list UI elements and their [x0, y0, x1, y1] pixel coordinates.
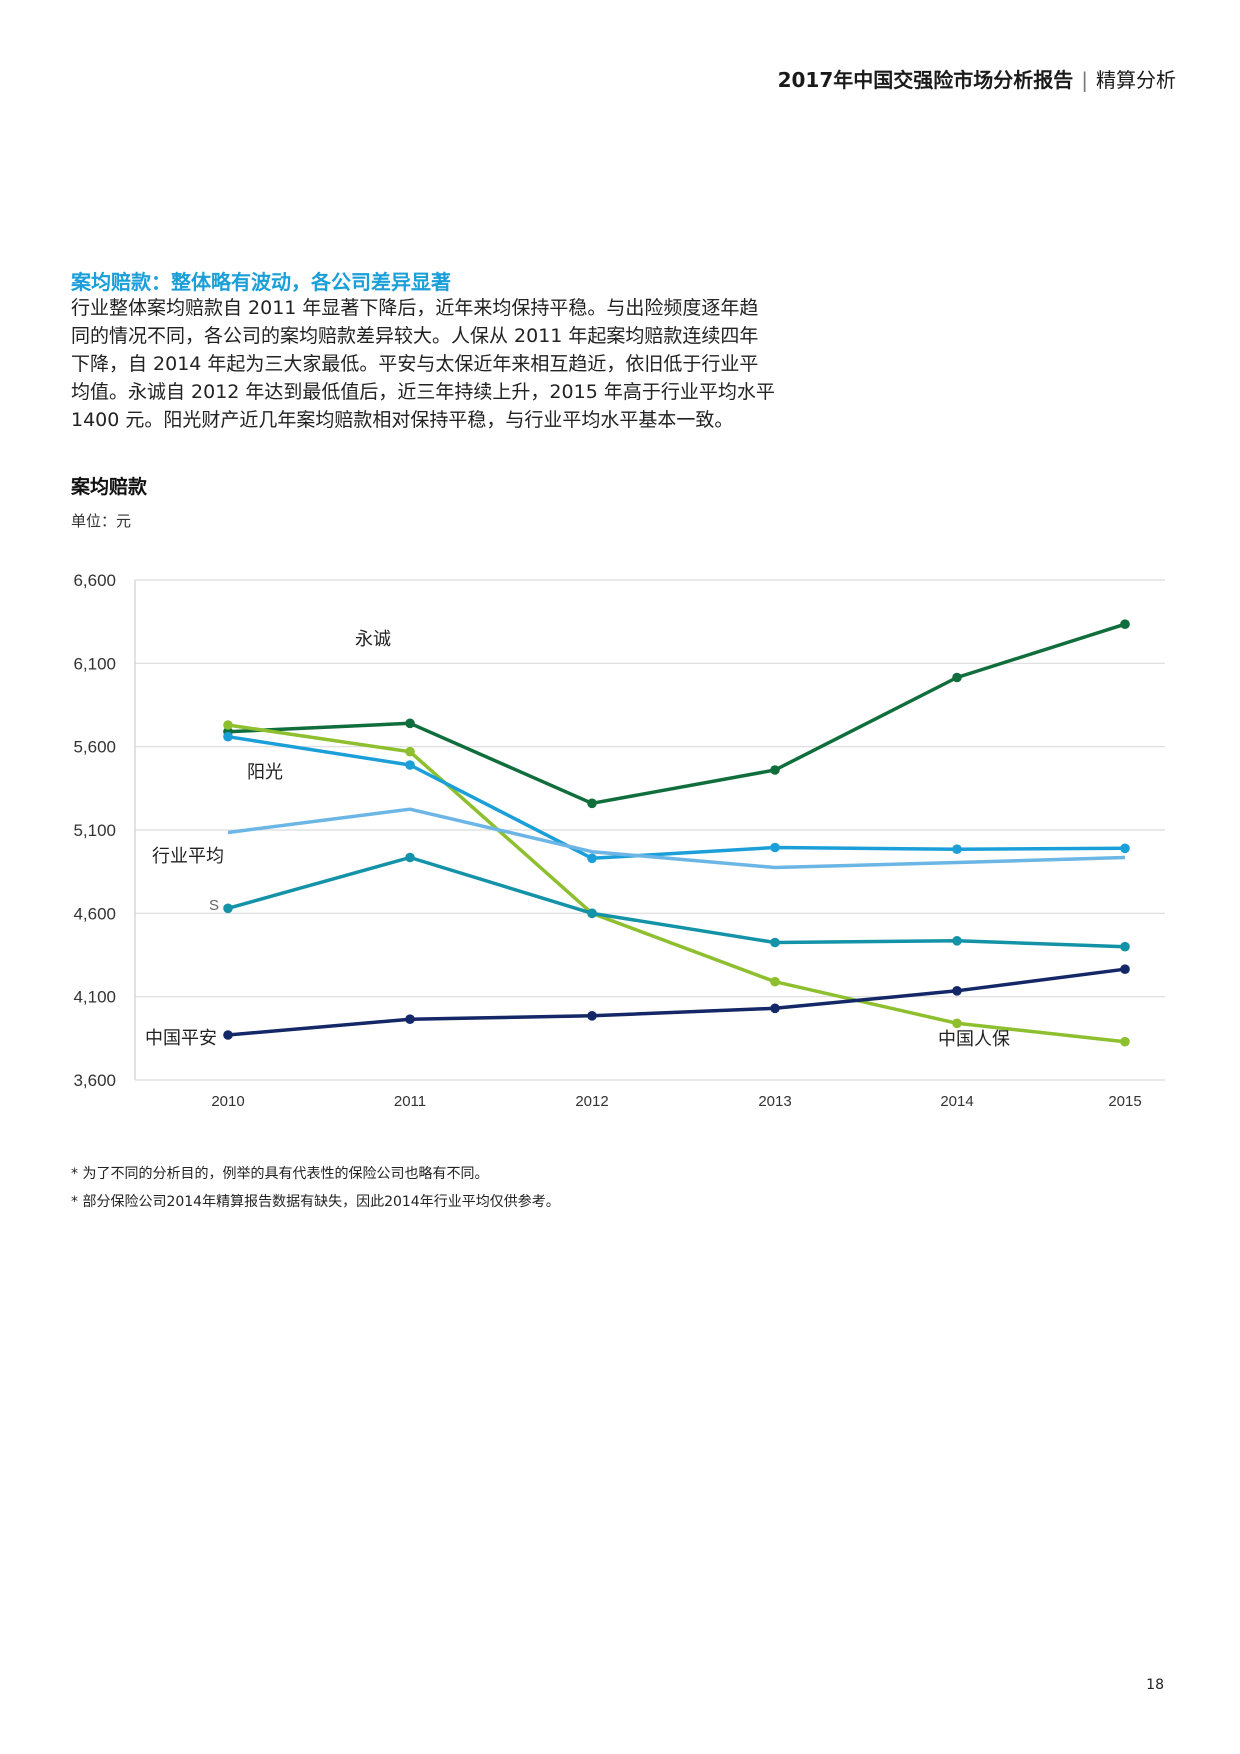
footnote: * 部分保险公司2014年精算报告数据有缺失，因此2014年行业平均仅供参考。: [71, 1194, 560, 1210]
data-point: [952, 844, 962, 854]
data-point: [587, 908, 597, 919]
data-point: [770, 765, 780, 775]
page-header: 2017年中国交强险市场分析报告 | 精算分析: [778, 64, 1176, 93]
page-number: 18: [1146, 1677, 1164, 1693]
data-point: [587, 798, 597, 809]
data-point: [1120, 843, 1130, 854]
data-point: [223, 720, 233, 730]
data-point: [405, 852, 415, 863]
body-line: 1400 元。阳光财产近几年案均赔款相对保持平稳，与行业平均水平基本一致。: [71, 409, 734, 431]
section-title: 案均赔款：整体略有波动，各公司差异显著: [71, 270, 451, 294]
report-title: 2017年中国交强险市场分析报告: [777, 68, 1074, 92]
x-axis-ticks: 2010 2011 2012 2013 2014 2015: [211, 1093, 1141, 1110]
gridlines: [134, 579, 1165, 1081]
data-point: [952, 1018, 962, 1029]
data-point: [223, 903, 233, 914]
series-line: [227, 723, 1126, 1044]
y-tick-label: 6,600: [73, 571, 116, 590]
data-point: [1120, 941, 1130, 952]
body-line: 均值。永诚自 2012 年达到最低值后，近三年持续上升，2015 年高于行业平均…: [71, 381, 775, 403]
x-tick-label: 2010: [211, 1093, 244, 1110]
series-annotation: S: [209, 897, 219, 914]
data-point: [223, 1030, 233, 1040]
footnotes: * 为了不同的分析目的，例举的具有代表性的保险公司也略有不同。 * 部分保险公司…: [71, 1160, 560, 1216]
y-axis-ticks: 3,600 4,100 4,600 5,100 5,600 6,100 6,600: [73, 571, 116, 1090]
footnote: * 为了不同的分析目的，例举的具有代表性的保险公司也略有不同。: [71, 1166, 489, 1182]
y-tick-label: 4,600: [73, 904, 116, 923]
header-section: 精算分析: [1096, 68, 1176, 92]
series-annotation: 阳光: [247, 762, 283, 782]
series-line: [227, 967, 1126, 1037]
y-tick-label: 5,100: [73, 821, 116, 840]
data-point: [587, 1011, 597, 1021]
x-tick-label: 2012: [575, 1093, 608, 1110]
x-tick-label: 2011: [394, 1093, 426, 1110]
data-point: [770, 976, 780, 987]
series-annotation: 中国人保: [938, 1029, 1010, 1049]
data-point: [770, 937, 780, 948]
line-chart: 3,600 4,100 4,600 5,100 5,600 6,100 6,600 2010…: [73, 571, 1165, 1110]
x-tick-label: 2014: [940, 1093, 973, 1110]
data-point: [770, 842, 780, 853]
y-tick-label: 6,100: [73, 654, 116, 673]
y-tick-label: 5,600: [73, 738, 116, 757]
data-point: [405, 718, 415, 729]
series-line: [227, 855, 1126, 949]
series-line: [227, 734, 1126, 861]
chart-unit: 单位：元: [71, 512, 132, 530]
x-tick-label: 2015: [1108, 1093, 1141, 1110]
data-point: [952, 672, 962, 683]
data-point: [223, 731, 233, 742]
data-point: [952, 986, 962, 996]
data-point: [587, 853, 597, 864]
data-point: [405, 760, 415, 770]
data-point: [405, 1014, 415, 1024]
body-line: 同的情况不同，各公司的案均赔款差异较大。人保从 2011 年起案均赔款连续四年: [71, 325, 759, 347]
body-line: 下降，自 2014 年起为三大家最低。平安与太保近年来相互趋近，依旧低于行业平: [71, 353, 759, 375]
y-tick-label: 4,100: [73, 988, 116, 1007]
data-point: [1120, 1036, 1130, 1047]
series-annotation: 中国平安: [145, 1028, 217, 1048]
body-line: 行业整体案均赔款自 2011 年显著下降后，近年来均保持平稳。与出险频度逐年趋: [71, 297, 759, 319]
y-tick-label: 3,600: [73, 1071, 116, 1090]
data-point: [1120, 619, 1130, 629]
data-point: [770, 1003, 780, 1014]
data-point: [405, 746, 415, 757]
body-paragraph: 行业整体案均赔款自 2011 年显著下降后，近年来均保持平稳。与出险频度逐年趋 …: [71, 294, 811, 434]
series-line: [227, 622, 1126, 806]
x-tick-label: 2013: [758, 1093, 791, 1110]
series-annotation: 行业平均: [152, 846, 224, 866]
series-layer: [223, 619, 1130, 1047]
header-separator: |: [1081, 68, 1088, 92]
data-point: [952, 936, 962, 946]
chart-title: 案均赔款: [71, 476, 148, 498]
data-point: [1120, 964, 1130, 974]
series-annotation: 永诚: [355, 629, 391, 649]
series-line: [227, 807, 1126, 870]
